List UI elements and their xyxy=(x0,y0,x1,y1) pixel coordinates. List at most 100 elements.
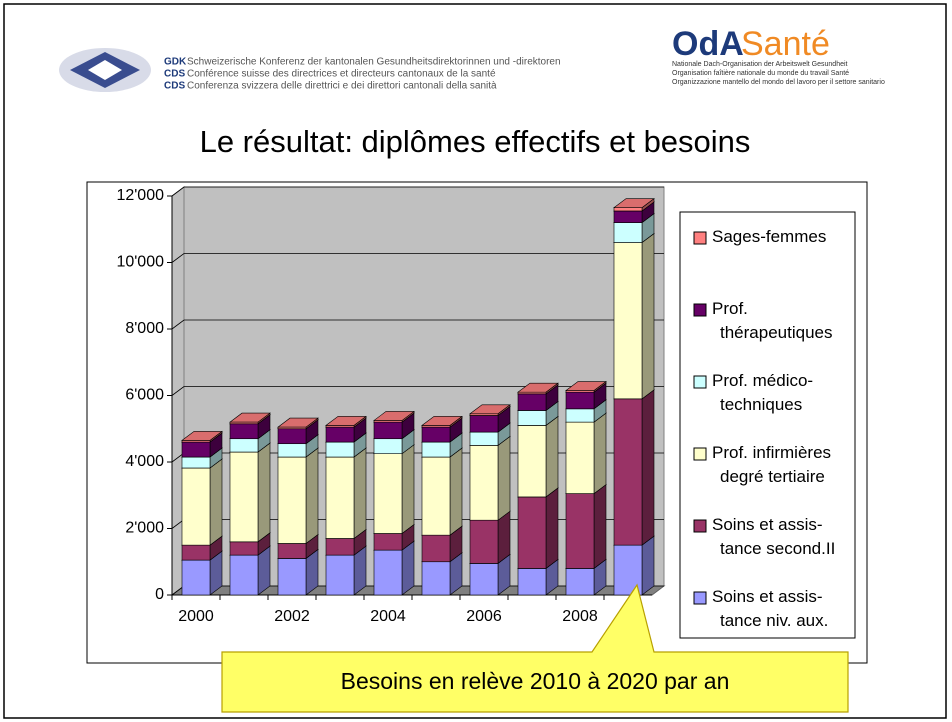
bar-segment xyxy=(517,410,547,426)
legend-swatch xyxy=(693,591,707,605)
bar-segment xyxy=(421,426,451,443)
grid-line xyxy=(171,253,664,263)
logo-sante: Santé xyxy=(741,25,830,63)
bar-segment xyxy=(325,538,355,556)
bar-segment xyxy=(613,222,643,243)
org-abbr: CDS xyxy=(164,81,185,92)
bar-segment xyxy=(517,568,547,596)
bar-segment xyxy=(277,428,307,445)
bar-top xyxy=(565,381,607,391)
y-tick-label: 12'000 xyxy=(116,187,164,204)
y-tick-label: 10'000 xyxy=(116,254,164,271)
legend-swatch xyxy=(693,447,707,461)
y-tick-label: 8'000 xyxy=(125,320,164,337)
logo-line: Organizzazione mantello del mondo del la… xyxy=(672,79,885,86)
legend-box xyxy=(679,211,856,639)
bar-segment xyxy=(469,563,499,596)
bar-segment xyxy=(469,415,499,433)
gdk-logo xyxy=(59,48,151,92)
bar-segment xyxy=(565,568,595,596)
bar-segment xyxy=(181,441,211,458)
bar-segment xyxy=(181,544,211,561)
bar-segment xyxy=(469,445,499,521)
bar-segment xyxy=(613,207,643,212)
legend-label: Soins et assis-tance second.II xyxy=(712,515,835,558)
bar-side xyxy=(593,483,607,569)
callout-text: Besoins en relève 2010 à 2020 par an xyxy=(341,668,730,694)
grid-line xyxy=(171,186,664,197)
bar-segment xyxy=(325,554,355,596)
logo-line: Organisation faîtière nationale du monde… xyxy=(672,70,849,77)
callout xyxy=(221,583,849,713)
bar-segment xyxy=(373,533,403,551)
legend-label: Prof. infirmières degré tertiaire xyxy=(712,443,831,486)
bar-segment xyxy=(565,391,595,410)
y-tick-label: 4'000 xyxy=(125,453,164,470)
bar-side xyxy=(353,447,367,540)
bar-segment xyxy=(181,467,211,546)
logo-oda: OdA xyxy=(672,25,744,63)
bar-segment xyxy=(421,534,451,563)
org-name: Schweizerische Konferenz der kantonalen … xyxy=(187,57,561,68)
legend-swatch xyxy=(693,231,707,245)
bar-segment xyxy=(277,558,307,596)
bar-segment xyxy=(181,456,211,469)
org-abbr: GDK xyxy=(164,57,187,68)
bar-segment xyxy=(421,456,451,536)
bar-segment xyxy=(229,423,259,440)
bar-segment xyxy=(229,541,259,556)
x-tick-label: 2006 xyxy=(466,608,502,625)
y-tick-label: 0 xyxy=(155,586,164,603)
org-name: Conférence suisse des directrices et dir… xyxy=(187,69,496,80)
bar-segment xyxy=(277,543,307,559)
slide-title: Le résultat: diplômes effectifs et besoi… xyxy=(200,124,751,159)
legend-label: Prof. médico-techniques xyxy=(712,371,813,414)
bar-segment xyxy=(469,519,499,564)
bar-side xyxy=(209,458,223,546)
grid-line xyxy=(171,386,664,396)
bar-top xyxy=(229,412,271,423)
bar-segment xyxy=(373,438,403,454)
y-tick-label: 2'000 xyxy=(125,520,164,537)
bar-segment xyxy=(421,561,451,596)
bar-side xyxy=(449,447,463,536)
legend-label: Prof. thérapeutiques xyxy=(712,299,832,342)
x-tick-label: 2008 xyxy=(562,608,598,625)
bar-segment xyxy=(565,421,595,494)
bar-segment xyxy=(229,451,259,543)
grid-line xyxy=(171,319,664,330)
bar-top xyxy=(181,431,223,441)
bar-segment xyxy=(613,398,643,546)
bar-side xyxy=(545,487,559,569)
bar-segment xyxy=(517,425,547,498)
legend-swatch xyxy=(693,375,707,389)
bar-top xyxy=(373,411,415,421)
x-tick-label: 2000 xyxy=(178,608,214,625)
bar-segment xyxy=(565,408,595,423)
x-tick-label: 2004 xyxy=(370,608,406,625)
bar-segment xyxy=(181,559,211,596)
bar-segment xyxy=(325,456,355,539)
bar-side xyxy=(497,435,511,521)
bar-top xyxy=(277,417,319,428)
bar-top xyxy=(421,416,463,426)
bar-top xyxy=(517,382,559,393)
bar-side xyxy=(401,540,415,596)
bar-side xyxy=(641,389,655,546)
bar-segment xyxy=(613,210,643,223)
bar-segment xyxy=(613,242,643,400)
bar-segment xyxy=(325,426,355,443)
bar-top xyxy=(613,198,655,208)
bar-segment xyxy=(325,441,355,458)
bar-side xyxy=(641,232,655,400)
bar-side xyxy=(401,444,415,535)
bar-side xyxy=(545,415,559,498)
bar-side xyxy=(641,535,655,596)
bar-segment xyxy=(229,438,259,453)
bar-segment xyxy=(229,554,259,596)
bar-side xyxy=(257,442,271,543)
legend-swatch xyxy=(693,303,707,317)
legend-label: Sages-femmes xyxy=(712,227,826,246)
legend-swatch xyxy=(693,519,707,533)
